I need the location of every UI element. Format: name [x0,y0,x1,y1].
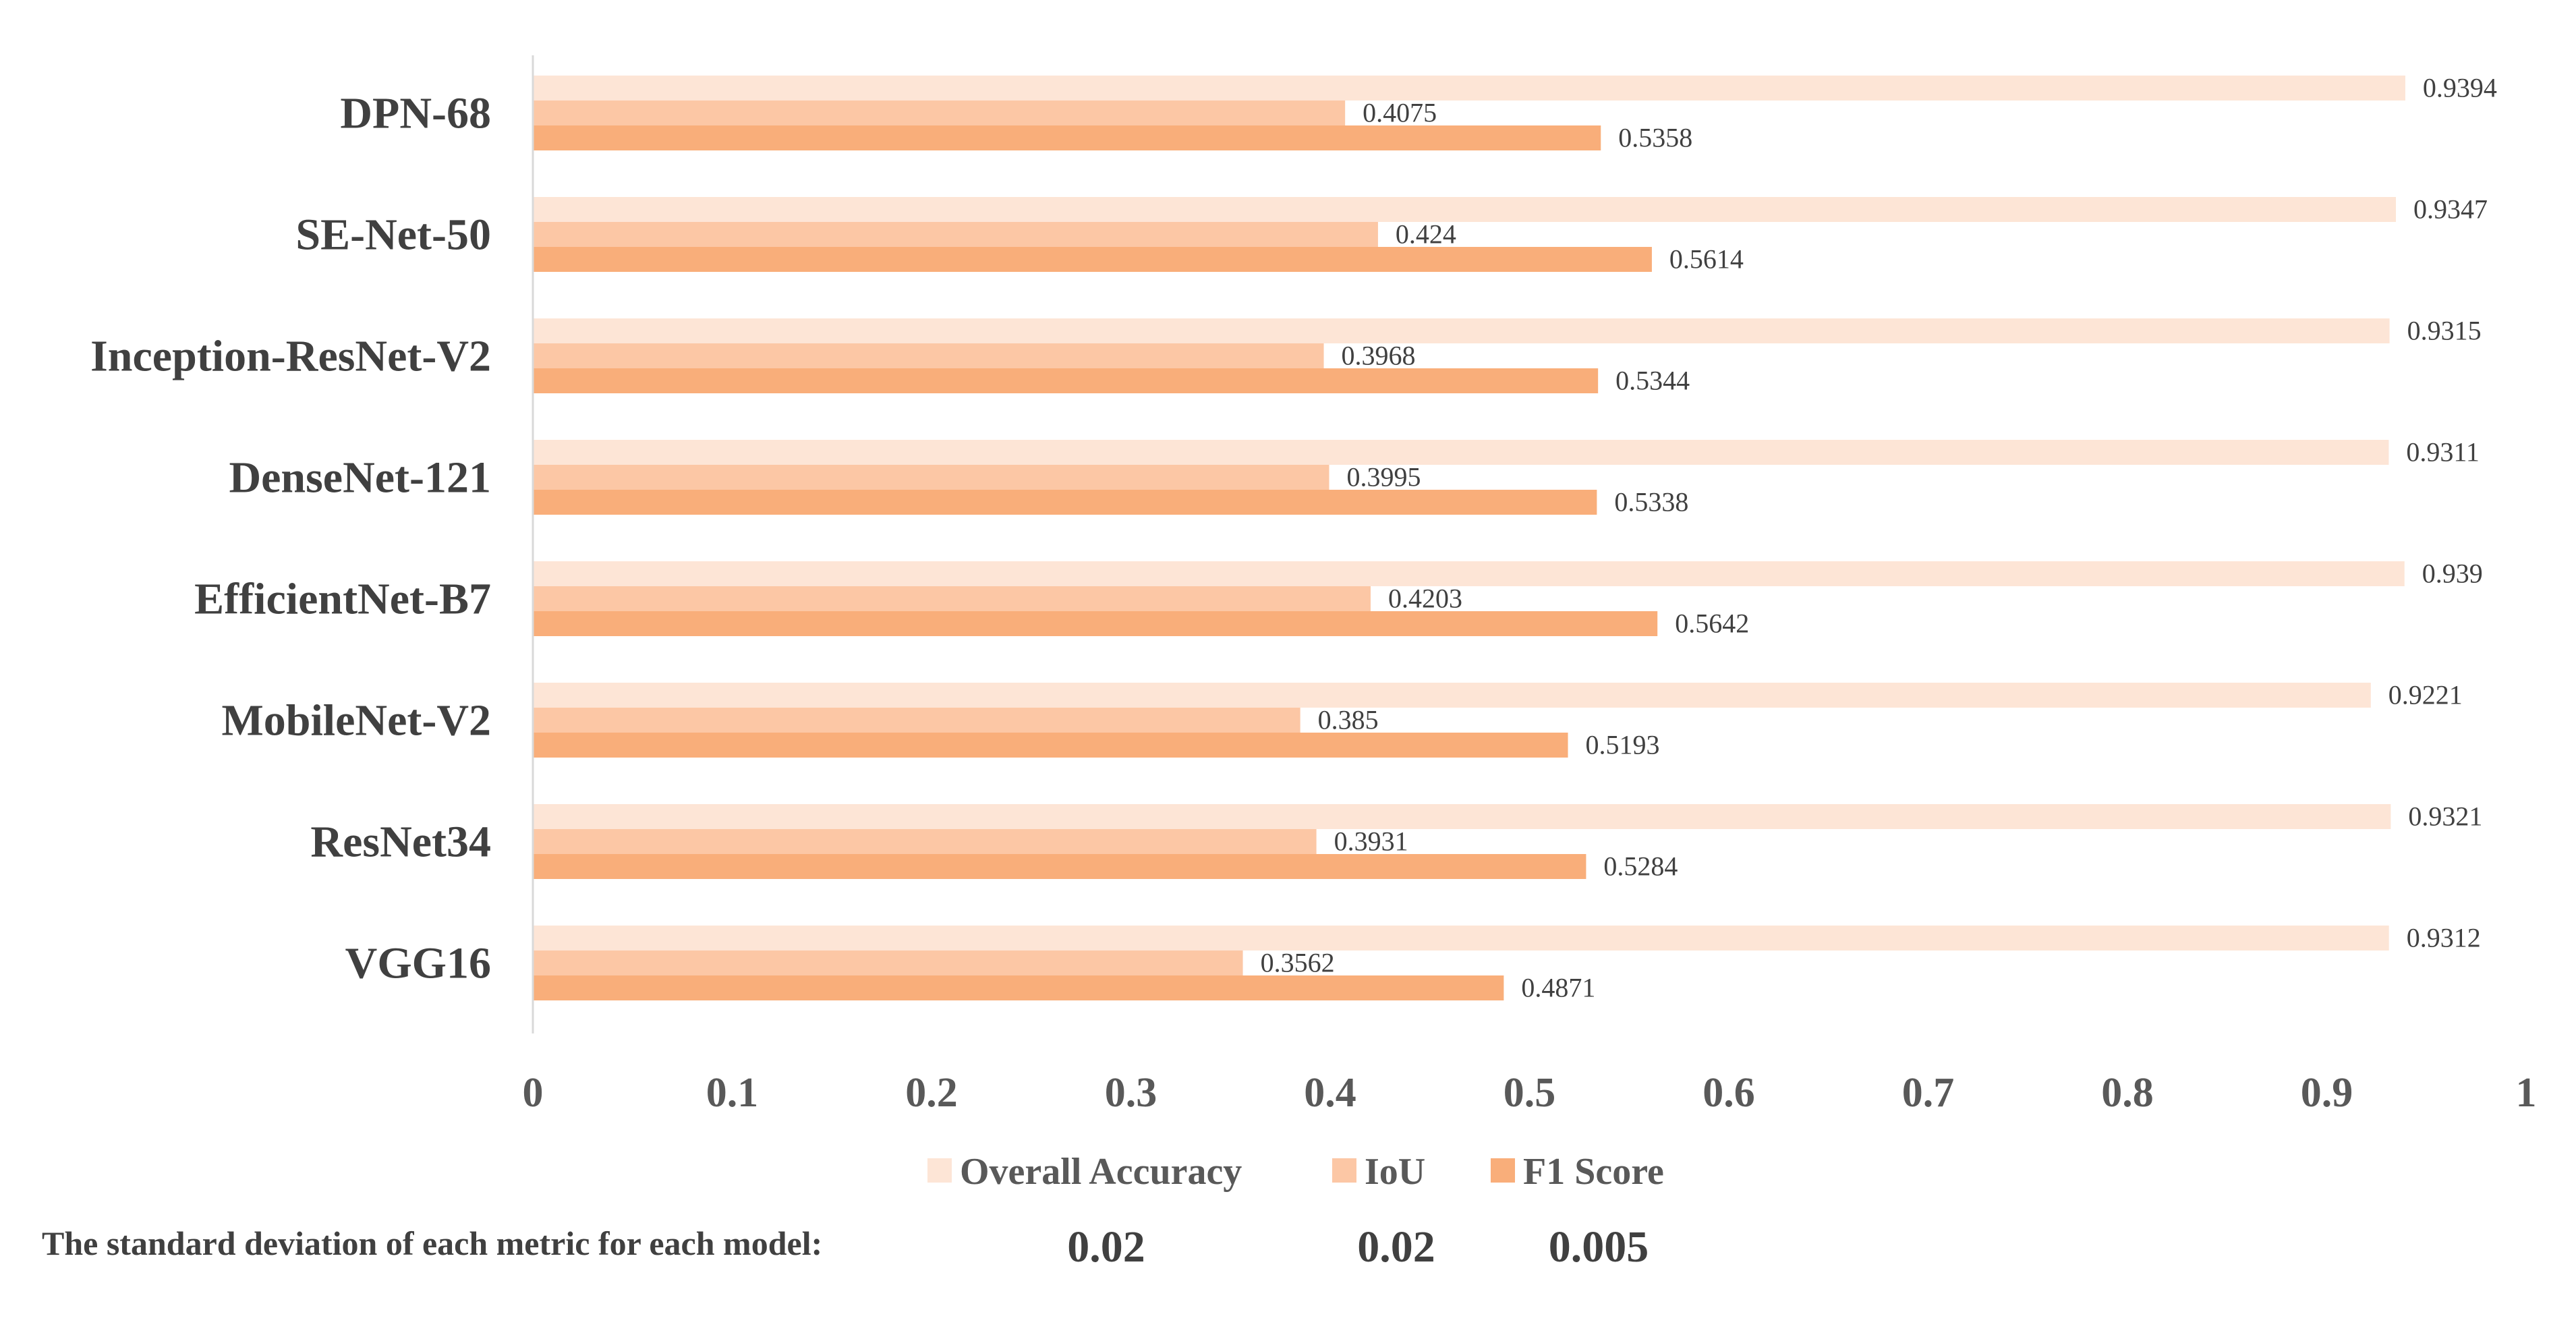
bar-se-net-50-f1-score [533,247,1652,272]
data-label-inception-resnet-v2-overall-accuracy: 0.9315 [2407,316,2482,346]
legend-swatch-overall-accuracy [927,1158,952,1183]
legend-label-overall-accuracy: Overall Accuracy [960,1151,1242,1193]
bar-densenet-121-overall-accuracy [533,440,2389,465]
data-label-se-net-50-overall-accuracy: 0.9347 [2413,194,2488,225]
data-label-vgg16-iou: 0.3562 [1261,948,1335,978]
bar-inception-resnet-v2-iou [533,343,1324,368]
category-label-dpn-68: DPN-68 [340,89,491,138]
x-tick-label-0-2: 0.2 [905,1070,958,1116]
bar-inception-resnet-v2-f1-score [533,368,1599,393]
bar-mobilenet-v2-overall-accuracy [533,683,2371,708]
legend-swatch-f1-score [1491,1158,1515,1183]
x-tick-label-0-1: 0.1 [706,1070,759,1116]
bar-resnet34-overall-accuracy [533,804,2391,829]
x-tick-label-0-9: 0.9 [2301,1070,2353,1116]
bar-vgg16-overall-accuracy [533,926,2389,951]
legend-swatch-iou [1332,1158,1356,1183]
data-label-efficientnet-b7-f1-score: 0.5642 [1675,608,1749,639]
std-deviation-value-2: 0.02 [1357,1222,1435,1272]
bar-mobilenet-v2-iou [533,708,1300,733]
bar-vgg16-iou [533,951,1243,975]
bar-resnet34-iou [533,829,1317,854]
category-label-efficientnet-b7: EfficientNet-B7 [194,575,491,624]
legend-label-iou: IoU [1365,1151,1425,1193]
bar-efficientnet-b7-f1-score [533,611,1658,636]
std-deviation-value-3: 0.005 [1549,1222,1649,1272]
bar-resnet34-f1-score [533,854,1586,879]
bar-mobilenet-v2-f1-score [533,733,1568,758]
data-label-resnet34-overall-accuracy: 0.9321 [2408,801,2482,832]
x-tick-label-1: 1 [2516,1070,2537,1116]
data-label-efficientnet-b7-overall-accuracy: 0.939 [2422,559,2483,589]
data-label-mobilenet-v2-f1-score: 0.5193 [1586,730,1660,760]
data-label-efficientnet-b7-iou: 0.4203 [1388,584,1462,614]
bar-densenet-121-iou [533,465,1329,490]
x-tick-label-0-7: 0.7 [1902,1070,1955,1116]
bar-dpn-68-f1-score [533,125,1601,150]
data-label-dpn-68-iou: 0.4075 [1363,98,1437,128]
category-label-resnet34: ResNet34 [310,818,491,867]
data-label-resnet34-iou: 0.3931 [1334,826,1408,857]
x-tick-label-0-3: 0.3 [1105,1070,1157,1116]
std-deviation-value-1: 0.02 [1067,1222,1145,1272]
bar-se-net-50-iou [533,222,1378,247]
data-label-se-net-50-f1-score: 0.5614 [1669,244,1744,275]
bar-densenet-121-f1-score [533,490,1597,515]
bar-dpn-68-overall-accuracy [533,76,2405,101]
data-label-vgg16-overall-accuracy: 0.9312 [2407,923,2481,953]
category-label-densenet-121: DenseNet-121 [229,453,491,503]
data-label-dpn-68-overall-accuracy: 0.9394 [2423,73,2497,103]
data-label-mobilenet-v2-overall-accuracy: 0.9221 [2388,680,2463,710]
bar-efficientnet-b7-overall-accuracy [533,561,2405,586]
data-label-resnet34-f1-score: 0.5284 [1603,851,1678,882]
category-label-inception-resnet-v2: Inception-ResNet-V2 [90,332,491,381]
x-tick-label-0-6: 0.6 [1702,1070,1755,1116]
data-label-se-net-50-iou: 0.424 [1396,219,1456,250]
x-tick-label-0: 0 [523,1070,544,1116]
data-label-inception-resnet-v2-f1-score: 0.5344 [1615,366,1690,396]
std-deviation-note: The standard deviation of each metric fo… [42,1224,822,1262]
x-tick-label-0-8: 0.8 [2101,1070,2154,1116]
data-label-vgg16-f1-score: 0.4871 [1521,973,1595,1003]
bar-vgg16-f1-score [533,975,1504,1000]
data-label-mobilenet-v2-iou: 0.385 [1318,705,1379,735]
bar-dpn-68-iou [533,101,1346,125]
data-label-dpn-68-f1-score: 0.5358 [1618,123,1692,153]
bar-inception-resnet-v2-overall-accuracy [533,318,2390,343]
data-label-densenet-121-iou: 0.3995 [1347,462,1421,492]
category-label-vgg16: VGG16 [345,939,491,988]
category-label-mobilenet-v2: MobileNet-V2 [221,696,491,745]
x-tick-label-0-5: 0.5 [1504,1070,1556,1116]
x-tick-label-0-4: 0.4 [1304,1070,1356,1116]
category-label-se-net-50: SE-Net-50 [295,210,491,260]
bar-efficientnet-b7-iou [533,586,1371,611]
data-label-inception-resnet-v2-iou: 0.3968 [1342,341,1416,371]
bar-se-net-50-overall-accuracy [533,197,2397,222]
data-label-densenet-121-f1-score: 0.5338 [1614,487,1688,517]
data-label-densenet-121-overall-accuracy: 0.9311 [2406,437,2480,467]
legend-label-f1-score: F1 Score [1523,1151,1664,1193]
